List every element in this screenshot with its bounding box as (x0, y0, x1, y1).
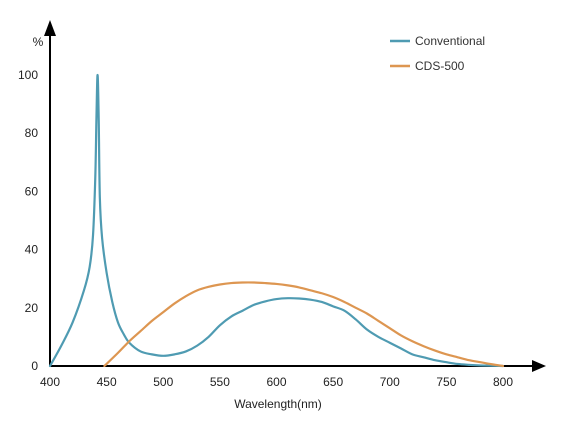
legend: Conventional CDS-500 (390, 34, 485, 73)
y-tick-label: 40 (25, 243, 39, 257)
tick-labels: 400 450 500 550 600 650 700 750 800 0 20 40 60 80 100 (18, 68, 513, 389)
y-tick-label: 0 (31, 359, 38, 373)
y-tick-label: 100 (18, 68, 38, 82)
x-tick-label: 400 (40, 375, 60, 389)
legend-label-cds-500: CDS-500 (415, 59, 465, 73)
x-tick-label: 700 (380, 375, 400, 389)
y-tick-label: 60 (25, 184, 39, 198)
y-axis-arrow (44, 20, 56, 36)
series-lines (48, 73, 505, 368)
legend-label-conventional: Conventional (415, 34, 485, 48)
x-axis-label: Wavelength(nm) (234, 397, 322, 411)
x-tick-label: 450 (97, 375, 117, 389)
x-tick-label: 800 (493, 375, 513, 389)
x-tick-label: 500 (153, 375, 173, 389)
x-tick-label: 750 (436, 375, 456, 389)
x-tick-label: 650 (323, 375, 343, 389)
series-line-cds-500 (103, 281, 505, 368)
x-tick-label: 600 (266, 375, 286, 389)
series-line-conventional (48, 73, 505, 368)
y-axis-label: % (33, 35, 44, 49)
axes (44, 20, 546, 372)
x-tick-label: 550 (210, 375, 230, 389)
y-tick-label: 80 (25, 126, 39, 140)
y-tick-label: 20 (25, 301, 39, 315)
x-axis-arrow (532, 360, 546, 372)
